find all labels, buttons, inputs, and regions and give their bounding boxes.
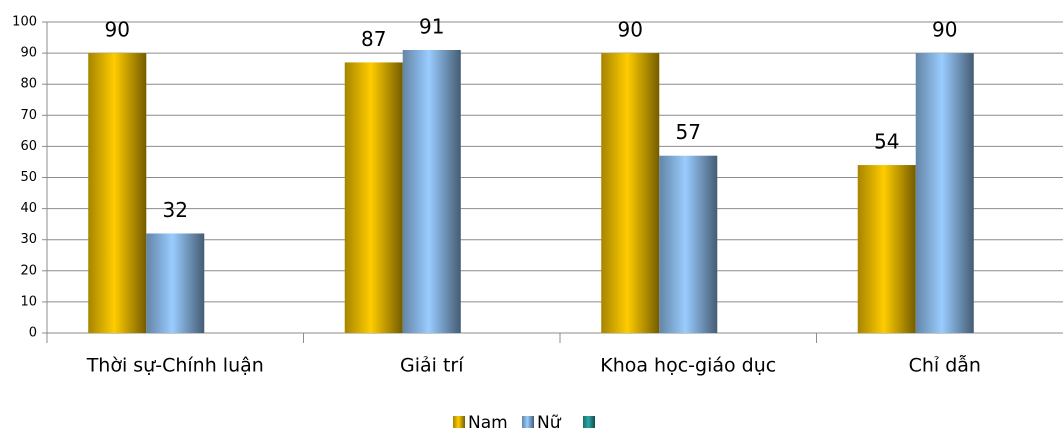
bar-shade (88, 53, 147, 333)
data-label: 90 (105, 18, 130, 42)
bar-shade (915, 53, 974, 333)
y-tick-label: 40 (20, 201, 37, 216)
legend-label: Nam (468, 413, 508, 430)
y-tick-label: 10 (20, 294, 37, 309)
data-label: 91 (419, 14, 444, 38)
y-tick-label: 60 (20, 139, 37, 154)
x-tick-label: Thời sự-Chính luận (86, 355, 264, 377)
legend-label: Nữ (537, 413, 562, 430)
y-tick-label: 100 (12, 15, 37, 30)
bar-shade (344, 62, 403, 334)
data-label: 54 (874, 130, 899, 154)
y-tick-label: 20 (20, 263, 37, 278)
bar-shade (146, 233, 205, 333)
y-tick-label: 80 (20, 77, 37, 92)
y-tick-label: 50 (20, 170, 37, 185)
x-tick-label: Giải trí (400, 355, 464, 377)
y-tick-label: 30 (20, 232, 37, 247)
y-tick-label: 0 (29, 326, 37, 341)
data-label: 57 (676, 120, 701, 144)
legend-swatch-shade (522, 416, 534, 428)
data-label: 87 (361, 27, 386, 51)
legend-swatch-shade (453, 416, 465, 428)
data-label: 32 (163, 198, 188, 222)
bar-shade (659, 155, 718, 333)
bar-shade (402, 49, 461, 334)
legend-empty-swatch (583, 416, 595, 428)
x-tick-label: Khoa học-giáo dục (600, 355, 776, 377)
y-tick-label: 70 (20, 108, 37, 123)
y-tick-label: 90 (20, 46, 37, 61)
x-tick-label: Chỉ dẫn (909, 354, 981, 377)
bar-shade (857, 165, 916, 333)
bar-shade (601, 53, 660, 333)
data-label: 90 (932, 18, 957, 42)
data-label: 90 (618, 18, 643, 42)
